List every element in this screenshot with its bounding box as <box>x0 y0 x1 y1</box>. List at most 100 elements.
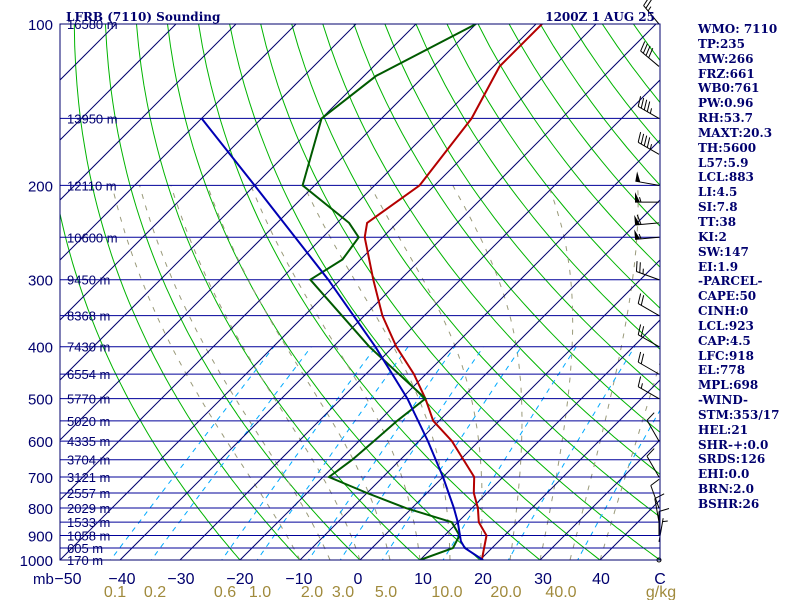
isotherm <box>60 24 537 501</box>
temperature-tick-label: −40 <box>108 571 135 588</box>
pressure-unit: mb <box>33 571 54 588</box>
index-entry: EI:1.9 <box>698 259 739 274</box>
isotherm <box>359 259 660 560</box>
mixing-ratio-line <box>256 346 409 560</box>
pressure-label: 200 <box>28 178 53 195</box>
wind-barb <box>635 192 659 203</box>
temperature-tick-label: 10 <box>414 571 432 588</box>
index-entry: WB0:761 <box>698 81 760 96</box>
index-entry: SHR-+:0.0 <box>698 437 769 452</box>
mixing-ratio-label: 20.0 <box>490 584 521 600</box>
dry-adiabat <box>353 24 660 433</box>
mixing-ratio-line <box>307 346 456 560</box>
isotherm <box>60 24 477 441</box>
temperature-tick-label: −50 <box>54 571 81 588</box>
isotherm <box>479 379 660 560</box>
index-entry: HEL:21 <box>698 422 749 437</box>
wind-barb <box>646 448 660 478</box>
index-entry: EHI:0.0 <box>698 467 750 482</box>
temperature-tick-label: 0 <box>354 571 363 588</box>
isotherm <box>239 139 660 560</box>
dry-adiabat <box>446 24 660 309</box>
height-label: 1058 m <box>67 528 110 543</box>
mixing-ratio-label: 0.2 <box>144 584 166 600</box>
wind-barb <box>634 214 660 226</box>
temperature-tick-label: 30 <box>534 571 552 588</box>
index-entry: FRZ:661 <box>698 66 755 81</box>
height-label: 3704 m <box>67 453 110 468</box>
height-label: 6554 m <box>67 367 110 382</box>
wind-barb <box>637 96 660 119</box>
pressure-label: 300 <box>28 273 53 290</box>
isotherm <box>60 24 297 261</box>
isotherm <box>60 24 237 201</box>
wind-barb <box>640 41 660 67</box>
mixing-ratio-label: 10.0 <box>431 584 462 600</box>
temperature-line <box>363 24 543 560</box>
mixing-ratio-line <box>442 346 577 560</box>
wind-barb <box>637 131 660 155</box>
height-label: 3121 m <box>67 470 110 485</box>
mixing-ratio-label: 2.0 <box>301 584 323 600</box>
index-entry: -WIND- <box>698 393 748 408</box>
height-label: 4335 m <box>67 434 110 449</box>
wind-barb <box>634 229 660 240</box>
dry-adiabat <box>198 24 541 560</box>
pressure-label: 100 <box>28 17 53 34</box>
isotherm <box>60 24 597 560</box>
dry-adiabat <box>73 24 301 560</box>
height-label: 2029 m <box>67 501 110 516</box>
height-label: 605 m <box>67 541 103 556</box>
index-entry: PW:0.96 <box>698 96 754 111</box>
index-entry: CAPE:50 <box>698 289 757 304</box>
isotherm <box>299 199 660 560</box>
mixing-ratio-label: 3.0 <box>332 584 354 600</box>
isotherm <box>419 319 660 560</box>
index-entry: BRN:2.0 <box>698 482 754 497</box>
wind-barb <box>650 478 660 509</box>
index-entry: BSHR:26 <box>698 497 760 511</box>
mixing-ratio-label: 5.0 <box>375 584 397 600</box>
index-entry: SI:7.8 <box>698 200 738 215</box>
valid-time: 1200Z 1 AUG 25 <box>545 10 655 24</box>
dry-adiabat <box>477 24 660 268</box>
mixing-ratio-unit: g/kg <box>646 584 676 600</box>
wind-barb <box>646 412 660 442</box>
height-label: 16580 m <box>67 17 118 32</box>
pressure-label: 900 <box>28 528 53 545</box>
mixing-ratio-line <box>339 346 484 560</box>
index-entry: STM:353/17 <box>698 407 780 422</box>
height-label: 2557 m <box>67 486 110 501</box>
parcel-line <box>200 117 484 560</box>
wind-barb <box>637 324 660 348</box>
mixing-ratio-label: 40.0 <box>545 584 576 600</box>
isotherm <box>60 24 357 321</box>
index-entry: -PARCEL- <box>698 274 763 289</box>
mixing-ratio-line <box>221 346 377 560</box>
index-entry: TH:5600 <box>698 140 757 155</box>
dry-adiabat <box>291 24 660 518</box>
height-label: 5770 m <box>67 392 110 407</box>
index-entry: MPL:698 <box>698 378 759 393</box>
chart-grid <box>60 24 660 560</box>
mixing-ratio-label: 0.1 <box>104 584 126 600</box>
wind-barb <box>654 493 665 523</box>
dry-adiabat <box>415 24 660 350</box>
moist-adiabat <box>111 185 301 560</box>
mixing-ratio-line <box>150 346 312 560</box>
temperature-tick-label: −10 <box>285 571 312 588</box>
isotherm <box>119 24 657 560</box>
pressure-label: 800 <box>28 501 53 518</box>
dry-adiabat <box>60 211 241 560</box>
height-label: 170 m <box>67 553 103 568</box>
height-label: 8368 m <box>67 309 110 324</box>
dry-adiabat <box>322 24 660 475</box>
index-entry: L57:5.9 <box>698 155 749 170</box>
index-entry: WMO: 7110 <box>698 22 778 36</box>
wind-barb <box>637 351 660 375</box>
station-title: LFRB (7110) Sounding <box>66 10 221 24</box>
sounding-profiles <box>200 24 543 560</box>
wind-barb <box>635 171 660 186</box>
height-label: 10600 m <box>67 230 118 245</box>
